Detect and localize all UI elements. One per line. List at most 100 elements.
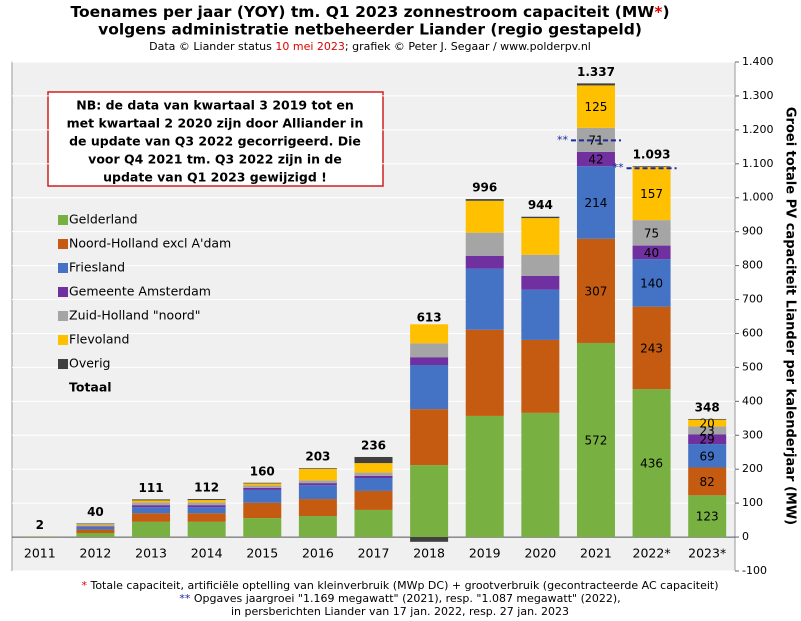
bar-segment [354, 472, 393, 476]
y-tick-label: 300 [742, 428, 763, 441]
title-text: Toenames per jaar (YOY) tm. Q1 2023 zonn… [70, 3, 654, 21]
bar-segment [298, 499, 337, 517]
bar-segment [410, 365, 449, 410]
total-label: 2 [36, 518, 44, 532]
bar-segment [243, 502, 282, 519]
x-tick-label: 2017 [358, 546, 390, 561]
x-tick-label: 2020 [524, 546, 556, 561]
bar-segment [632, 220, 671, 246]
x-tick-label: 2015 [246, 546, 278, 561]
legend-label: Overig [69, 356, 110, 371]
bar-segment [465, 232, 504, 256]
subtitle-text: Data © Liander status [149, 40, 275, 53]
bar-segment [187, 521, 226, 538]
x-tick-label: 2022* [633, 546, 671, 561]
chart-title: Toenames per jaar (YOY) tm. Q1 2023 zonn… [70, 3, 669, 21]
note-line: update van Q1 2023 gewijzigd ! [103, 170, 327, 185]
total-label: 160 [250, 464, 275, 478]
note-line: de update van Q3 2022 gecorrigeerd. Die [69, 134, 361, 149]
y-tick-label: 700 [742, 293, 763, 306]
y-axis-label: Groei totale PV capaciteit Liander per k… [783, 107, 798, 525]
bar-segment [465, 255, 504, 269]
total-label: 613 [417, 311, 442, 325]
x-tick-label: 2019 [469, 546, 501, 561]
bar-segment [465, 415, 504, 538]
legend-label: Friesland [69, 260, 125, 275]
segment-label: 75 [644, 226, 659, 240]
bar-segment [76, 532, 115, 538]
x-tick-label: 2012 [80, 546, 112, 561]
legend-swatch [58, 311, 68, 321]
footnote-mark: * [81, 579, 87, 592]
bar-segment [688, 418, 727, 420]
bar-segment [132, 505, 171, 508]
segment-label: 243 [640, 341, 663, 355]
x-tick-label: 2016 [302, 546, 334, 561]
bar-segment [521, 339, 560, 413]
y-tick-label: 600 [742, 326, 763, 339]
legend-label: Flevoland [69, 332, 129, 347]
bar-segment [187, 502, 226, 506]
bar-segment [243, 485, 282, 488]
bar-segment [576, 238, 615, 343]
bar-segment [76, 523, 115, 525]
y-tick-label: 1.100 [742, 157, 774, 170]
total-label: 111 [139, 481, 164, 495]
bar-segment [187, 500, 226, 503]
bar-segment [76, 525, 115, 527]
bar-segment [576, 83, 615, 86]
legend-label: Totaal [69, 380, 112, 395]
bar-segment [410, 409, 449, 466]
subtitle-date: 10 mei 2023 [275, 40, 345, 53]
segment-label: 140 [640, 276, 663, 290]
note-line: NB: de data van kwartaal 3 2019 tot en [76, 98, 354, 113]
segment-label: 572 [585, 434, 608, 448]
legend-swatch [58, 263, 68, 273]
bar-segment [632, 306, 671, 390]
segment-label: 436 [640, 457, 663, 471]
legend-swatch [58, 335, 68, 345]
bar-segment [187, 499, 226, 501]
total-label: 112 [194, 481, 219, 495]
x-tick-label: 2014 [191, 546, 223, 561]
bar-segment [298, 516, 337, 538]
bar-segment [187, 507, 226, 514]
total-label: 944 [528, 198, 553, 212]
title-star: * [654, 3, 662, 21]
bar-segment [132, 502, 171, 506]
footnote-text: in persberichten Liander van 17 jan. 202… [231, 605, 569, 618]
bar-segment [132, 499, 171, 501]
bar-segment [76, 529, 115, 533]
bar-segment [354, 463, 393, 473]
bar-segment [354, 475, 393, 479]
legend-swatch [58, 287, 68, 297]
bar-segment [576, 342, 615, 538]
bar-segment [76, 524, 115, 526]
footnote: in persberichten Liander van 17 jan. 202… [231, 605, 569, 618]
bar-segment [76, 526, 115, 530]
bar-segment [576, 151, 615, 167]
total-label: 996 [472, 181, 497, 195]
bar-segment [632, 245, 671, 260]
total-label: 1.093 [633, 148, 671, 162]
legend-label: Gelderland [69, 212, 138, 227]
reference-label: ** [557, 133, 569, 146]
segment-label: 23 [700, 424, 715, 438]
bar-segment [521, 216, 560, 219]
title-text: ) [662, 3, 669, 21]
bar-segment [465, 199, 504, 201]
bar-segment [354, 509, 393, 538]
y-tick-label: 100 [742, 496, 763, 509]
y-tick-label: -100 [742, 564, 767, 577]
bar-segment [298, 468, 337, 481]
bar-segment [410, 537, 449, 542]
y-tick-label: 1.000 [742, 191, 774, 204]
bar-segment [465, 268, 504, 330]
bar-segment [688, 426, 727, 435]
y-tick-label: 900 [742, 225, 763, 238]
reference-label: ** [613, 161, 625, 174]
bar-segment [298, 483, 337, 486]
bar-segment [132, 521, 171, 538]
segment-label: 214 [585, 196, 608, 210]
bar-segment [187, 505, 226, 508]
